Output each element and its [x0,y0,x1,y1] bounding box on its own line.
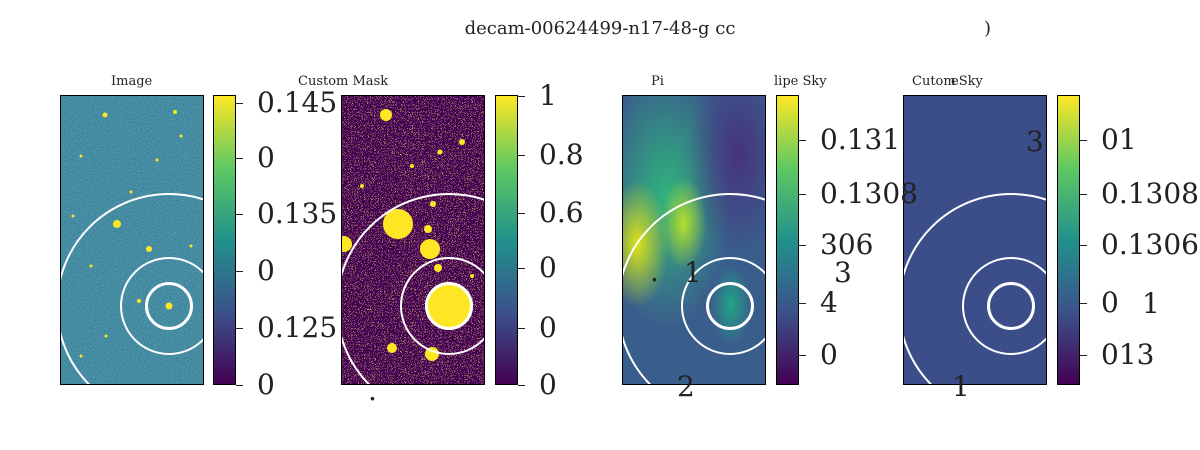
stray-label: 1 [1142,287,1160,320]
panel-4-title-left: Cutom [912,74,956,89]
custom-sky-colorbar [1057,95,1080,385]
colorbar-tick [236,158,243,159]
colorbar-tick [236,271,243,272]
image-panel [60,95,204,385]
mask-panel [341,95,485,385]
colorbar-tick [799,245,806,246]
figure-title-text: decam-00624499-n17-48-g cc [464,18,736,39]
colorbar-tick-label: 1 [539,79,557,112]
colorbar-tick [1080,355,1087,356]
pipeline-sky-colorbar [776,95,799,385]
colorbar-tick-label: 0 [257,141,275,174]
colorbar-tick [518,268,525,269]
colorbar-tick [236,328,243,329]
colorbar-tick-label: 01 [1101,123,1137,156]
colorbar-tick [799,303,806,304]
colorbar-tick [1080,194,1087,195]
stray-label: 3 [1026,125,1044,158]
custom-sky-heatmap [904,96,1046,384]
colorbar-tick [799,355,806,356]
stray-label: 3 [834,256,852,289]
mask-heatmap [342,96,484,384]
stray-label: . [368,374,377,407]
panel-3-title-right: lipe Sky [774,74,827,89]
colorbar-tick [799,194,806,195]
colorbar-tick-label: 0.1308 [820,177,918,210]
colorbar-tick-label: 0.1306 [1101,228,1199,261]
colorbar-tick [518,213,525,214]
colorbar-tick-label: 0 [820,338,838,371]
colorbar-tick [236,214,243,215]
figure-title: decam-00624499-n17-48-g cc ) [0,18,1200,39]
colorbar-tick-label: 0.125 [257,311,338,344]
colorbar-tick-label: 0 [257,368,275,401]
colorbar-tick-label: 0 [539,368,557,401]
figure-title-tail: ) [984,18,992,39]
panel-2-title: Custom Mask [298,74,389,89]
colorbar-tick-label: 0.1308 [1101,177,1199,210]
colorbar-tick [1080,140,1087,141]
colorbar-tick [236,103,243,104]
panel-4-title-right: eSky [951,74,983,89]
colorbar-tick [518,155,525,156]
colorbar-tick-label: 0 [539,251,557,284]
colorbar-tick [518,96,525,97]
colorbar-tick-label: 4 [820,286,838,319]
colorbar-tick [1080,303,1087,304]
colorbar-tick-label: 013 [1101,338,1155,371]
colorbar-tick-label: 0.135 [257,197,338,230]
stray-label: 1 [684,256,702,289]
panel-1-title: Image [111,74,153,89]
colorbar-tick-label: 0.6 [539,196,584,229]
image-colorbar [213,95,236,385]
colorbar-tick [1080,245,1087,246]
stray-label: . [650,255,659,288]
colorbar-tick [518,385,525,386]
colorbar-tick [799,140,806,141]
image-heatmap [61,96,203,384]
colorbar-tick-label: 0.131 [820,123,901,156]
pipeline-sky-panel [622,95,766,385]
panel-3-title-left: Pi [651,74,664,89]
colorbar-tick-label: 0.8 [539,138,584,171]
colorbar-tick-label: 0 [257,254,275,287]
stray-label: 2 [677,370,695,403]
colorbar-tick-label: 0 [539,311,557,344]
colorbar-tick [518,328,525,329]
stray-label: 1 [952,370,970,403]
pipeline-sky-heatmap [623,96,765,384]
colorbar-tick-label: 306 [820,228,874,261]
colorbar-tick-label: 0 [1101,286,1119,319]
custom-sky-panel [903,95,1047,385]
mask-colorbar [495,95,518,385]
colorbar-tick [236,385,243,386]
colorbar-tick-label: 0.145 [257,86,338,119]
